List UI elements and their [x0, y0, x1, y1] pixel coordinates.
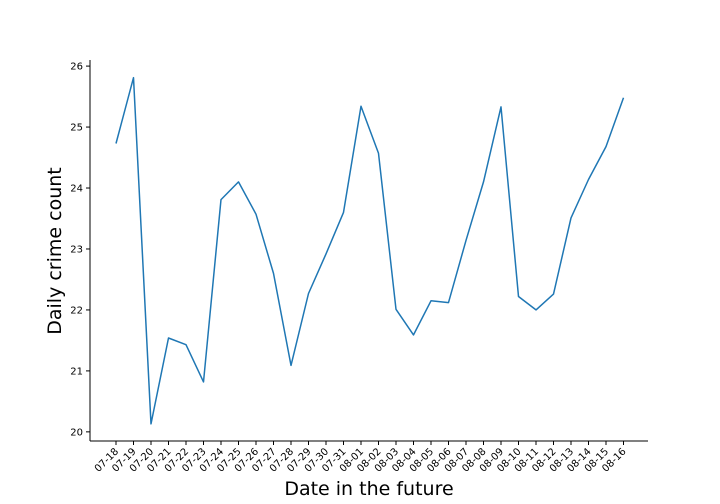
data-point: [360, 105, 363, 108]
y-tick-label: 21: [70, 366, 83, 377]
data-point: [150, 422, 153, 425]
y-tick-label: 22: [70, 305, 83, 316]
data-point: [132, 76, 135, 79]
data-point: [307, 292, 310, 295]
data-point: [535, 308, 538, 311]
y-tick-label: 20: [70, 427, 83, 438]
data-point: [605, 145, 608, 148]
y-axis-label: Daily crime count: [44, 167, 66, 335]
data-point: [342, 211, 345, 214]
x-axis-label: Date in the future: [284, 478, 453, 500]
data-point: [395, 308, 398, 311]
data-point: [517, 295, 520, 298]
data-point: [412, 333, 415, 336]
data-point: [482, 180, 485, 183]
data-point: [552, 293, 555, 296]
series-line: [115, 76, 625, 425]
x-axis: 07-1807-1907-2007-2107-2207-2307-2407-25…: [90, 440, 648, 475]
data-point: [272, 272, 275, 275]
data-point: [202, 380, 205, 383]
data-point: [377, 152, 380, 155]
data-point: [465, 239, 468, 242]
data-point: [255, 213, 258, 216]
x-tick-group: 07-1807-1907-2007-2107-2207-2307-2407-25…: [93, 441, 629, 475]
data-point: [237, 180, 240, 183]
data-point: [325, 252, 328, 255]
data-point: [167, 336, 170, 339]
y-tick-label: 26: [70, 62, 83, 73]
y-tick-group: 20 21 22 23 24 25 26: [70, 62, 90, 438]
data-point: [447, 301, 450, 304]
data-point: [185, 343, 188, 346]
data-point: [220, 198, 223, 201]
data-point: [622, 96, 625, 99]
y-tick-label: 23: [70, 244, 83, 255]
data-point: [570, 216, 573, 219]
data-point: [500, 105, 503, 108]
y-tick-label: 24: [70, 184, 83, 195]
data-point: [430, 299, 433, 302]
data-point: [115, 142, 118, 145]
y-tick-label: 25: [70, 123, 83, 134]
data-point: [587, 178, 590, 181]
y-axis: 20 21 22 23 24 25 26: [70, 60, 91, 441]
data-point: [290, 364, 293, 367]
